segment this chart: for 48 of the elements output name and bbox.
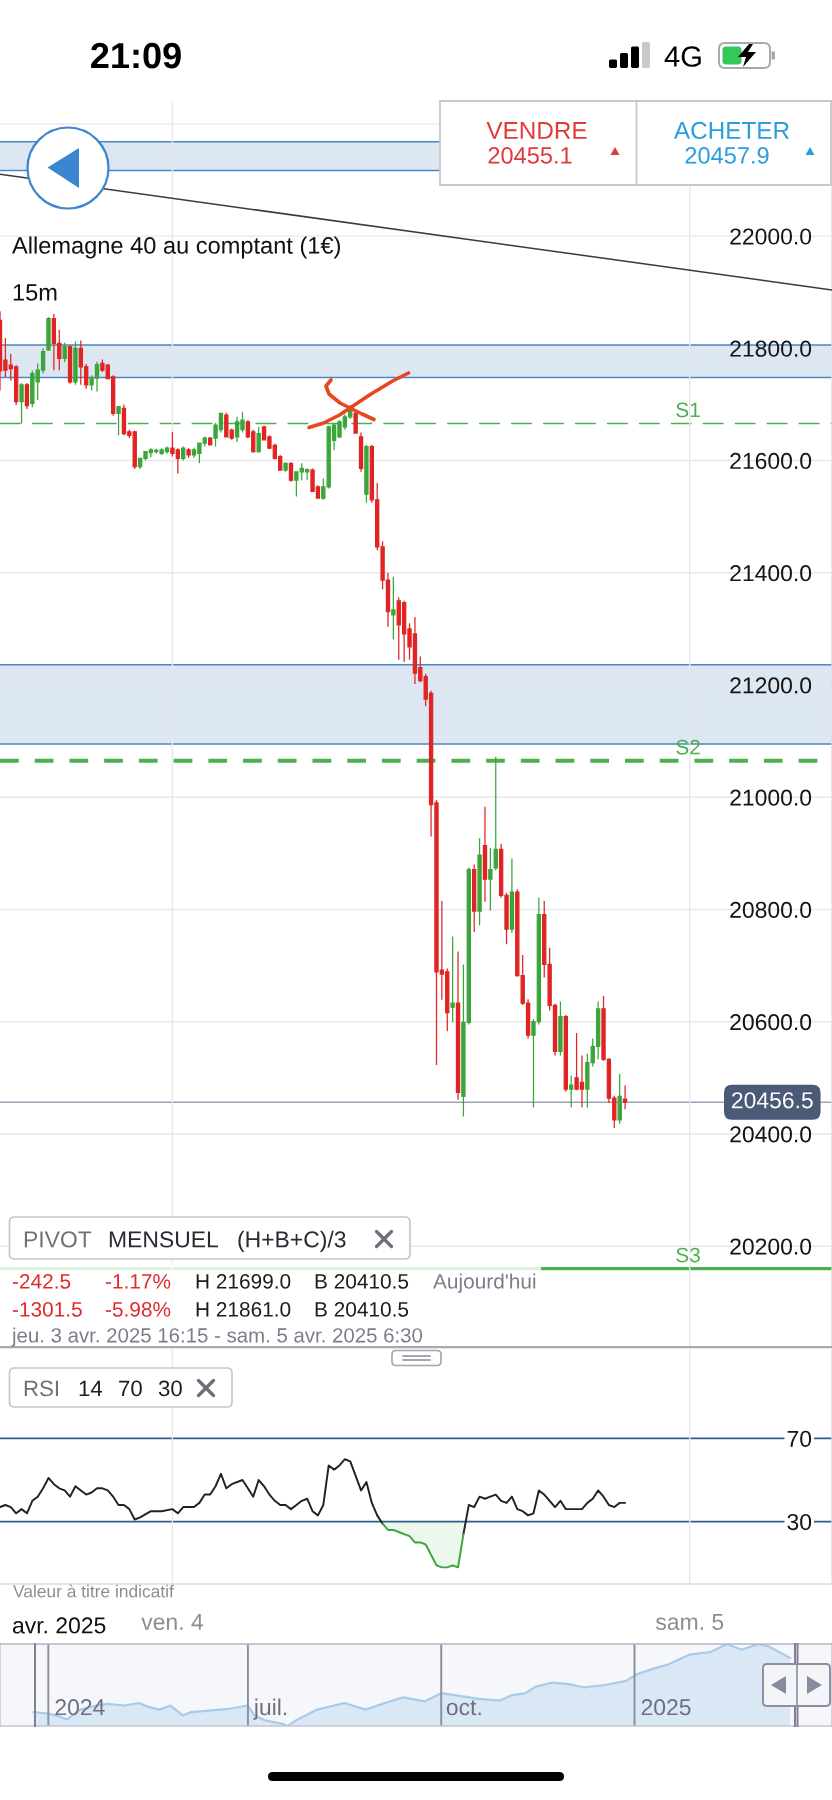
x-tick-label: 2024	[55, 1699, 105, 1716]
x-tick-label: oct.	[446, 1700, 481, 1716]
annotation: B 20410.5	[315, 1274, 409, 1289]
y-tick-label: 20800.0	[730, 901, 812, 919]
annotation: (H+B+C)/3	[238, 1230, 346, 1253]
y-tick-label: 20400.0	[730, 1126, 812, 1143]
annotation: 70	[119, 1380, 142, 1397]
annotation: Aujourd'hui	[433, 1273, 536, 1293]
y-tick-label: 20600.0	[730, 1014, 812, 1031]
y-tick-label: 30	[787, 1513, 812, 1531]
annotation: -1.17%	[105, 1274, 171, 1289]
text: 4G	[664, 46, 701, 67]
y-tick-label: 21200.0	[730, 677, 812, 694]
y-tick-label: 21800.0	[730, 340, 812, 357]
ref-line-label: S1	[676, 402, 700, 418]
annotation: -1301.5	[12, 1302, 82, 1317]
text: avr. 2025	[12, 1617, 106, 1634]
text: 15m	[13, 284, 57, 301]
x-tick-label: juil.	[253, 1698, 287, 1720]
x-tick-label: sam. 5	[655, 1614, 724, 1630]
annotation: PIVOT	[24, 1231, 92, 1248]
y-tick-label: 20200.0	[730, 1238, 812, 1255]
y-tick-label: 22000.0	[730, 228, 812, 245]
annotation: ACHETER	[673, 121, 789, 140]
annotation: 14	[79, 1380, 103, 1397]
annotation: RSI	[24, 1380, 58, 1397]
annotation: H 21861.0	[196, 1302, 291, 1317]
text: Valeur à titre indicatif	[13, 1584, 174, 1598]
annotation: MENSUEL	[109, 1231, 219, 1248]
annotation: jeu. 3 avr. 2025 16:15 - sam. 5 avr. 2025 6:30	[11, 1327, 423, 1347]
x-tick-label: ven. 4	[141, 1614, 203, 1630]
annotation: B 20410.5	[315, 1302, 409, 1317]
annotation: -5.98%	[105, 1302, 171, 1317]
y-tick-label: 21600.0	[730, 452, 812, 470]
annotation: VENDRE	[486, 122, 587, 139]
ref-line-label: 20456.5	[732, 1092, 813, 1109]
annotation: 20455.1	[488, 147, 572, 164]
y-tick-label: 21400.0	[730, 565, 812, 582]
y-tick-label: 21000.0	[730, 789, 812, 806]
annotation: -242.5	[12, 1274, 71, 1289]
annotation: H 21699.0	[196, 1274, 291, 1289]
ref-line-label: S3	[676, 1247, 700, 1263]
x-tick-label: 2025	[641, 1699, 691, 1716]
text: Allemagne 40 au comptant (1€)	[12, 236, 340, 259]
text: 21:09	[91, 42, 181, 69]
annotation: 30	[158, 1380, 182, 1397]
annotation: 20457.9	[685, 147, 769, 164]
y-tick-label: 70	[787, 1430, 812, 1447]
